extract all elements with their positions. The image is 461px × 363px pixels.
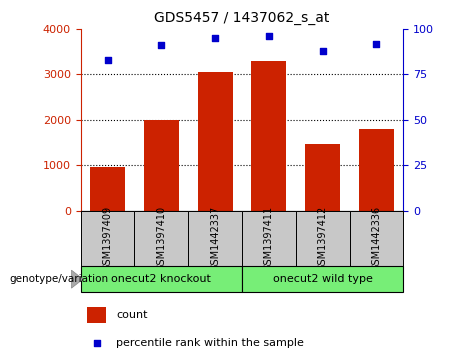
Bar: [242, 266, 403, 292]
Text: percentile rank within the sample: percentile rank within the sample: [116, 338, 304, 348]
Text: GSM1397409: GSM1397409: [102, 206, 112, 271]
Bar: [349, 211, 403, 267]
Text: count: count: [116, 310, 148, 320]
Point: [319, 48, 326, 54]
Bar: [305, 144, 340, 211]
Bar: [296, 211, 349, 267]
Bar: [251, 61, 286, 211]
Point: [93, 340, 100, 346]
Point: [158, 42, 165, 48]
Text: GSM1442337: GSM1442337: [210, 206, 220, 271]
Title: GDS5457 / 1437062_s_at: GDS5457 / 1437062_s_at: [154, 11, 330, 25]
Bar: [81, 211, 135, 267]
Bar: [81, 266, 242, 292]
Text: GSM1442336: GSM1442336: [372, 206, 382, 271]
Point: [212, 35, 219, 41]
Point: [373, 41, 380, 46]
Text: GSM1397412: GSM1397412: [318, 206, 328, 271]
Bar: [242, 211, 296, 267]
Text: onecut2 wild type: onecut2 wild type: [273, 274, 372, 284]
Text: GSM1397411: GSM1397411: [264, 206, 274, 271]
Bar: [188, 211, 242, 267]
Point: [265, 33, 272, 39]
Bar: [359, 129, 394, 211]
Bar: [90, 167, 125, 211]
Bar: [135, 211, 188, 267]
Bar: [198, 72, 233, 211]
Text: GSM1397410: GSM1397410: [156, 206, 166, 271]
Polygon shape: [71, 270, 83, 288]
Text: genotype/variation: genotype/variation: [9, 274, 108, 284]
Point: [104, 57, 111, 63]
Bar: [87, 307, 106, 323]
Text: onecut2 knockout: onecut2 knockout: [112, 274, 211, 284]
Bar: [144, 120, 179, 211]
